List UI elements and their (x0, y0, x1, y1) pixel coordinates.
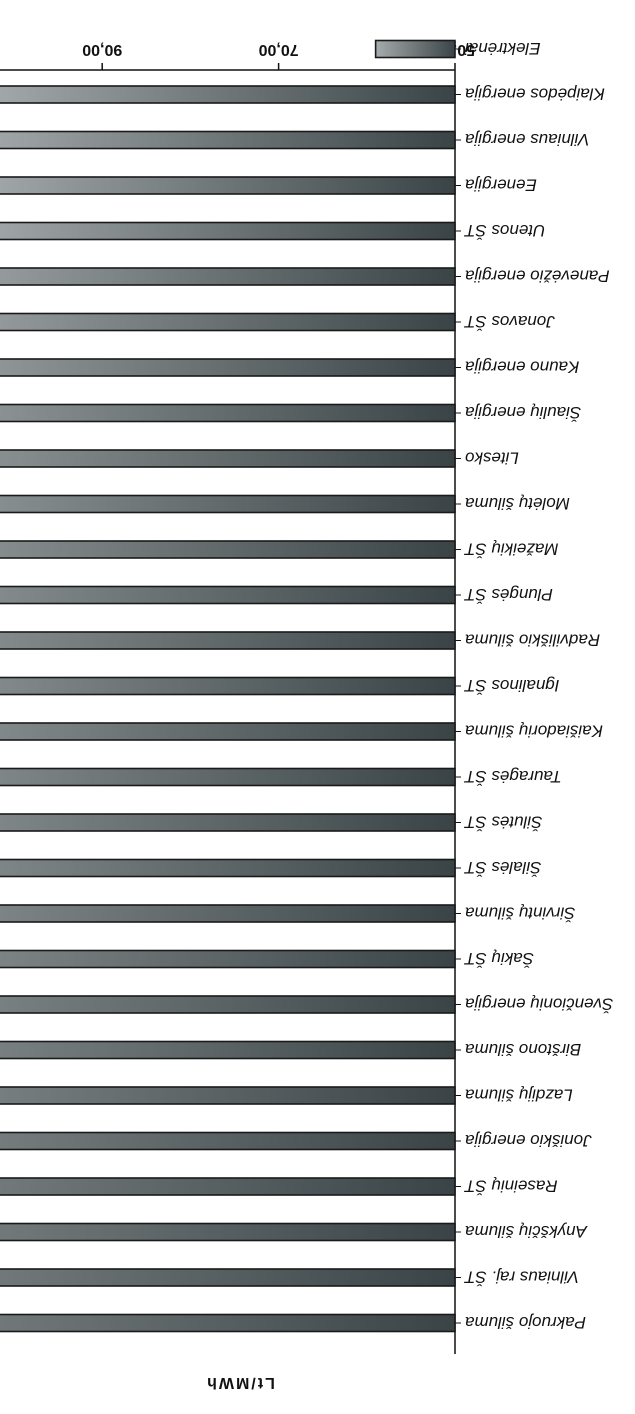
bar (0, 995, 456, 1014)
category-label: Ignalinos ŠT (463, 676, 559, 695)
bar (0, 1131, 456, 1151)
category-label: Kauno energija (465, 358, 579, 377)
bar (0, 858, 456, 878)
bar (0, 1268, 456, 1287)
bar (0, 813, 456, 832)
category-label: Šilutės ŠT (463, 813, 542, 832)
category-label: Litesko (465, 449, 519, 468)
category-label: Šilalės ŠT (463, 858, 541, 877)
bar (0, 221, 456, 241)
category-label: Eenergija (465, 176, 537, 195)
category-label: Pakruojo šiluma (465, 1313, 586, 1332)
bar (0, 1086, 456, 1105)
bar (0, 767, 456, 787)
category-label: Vilniaus energija (465, 130, 589, 149)
category-label: Vilniaus raj. ŠT (463, 1268, 579, 1287)
category-label: Lazdijų šiluma (465, 1086, 573, 1105)
bar (0, 1222, 456, 1242)
category-label: Raseinių ŠT (463, 1177, 557, 1196)
bar (0, 130, 456, 150)
category-label: Plungės ŠT (463, 585, 552, 604)
category-label: Jonavos ŠT (463, 312, 555, 331)
bar (0, 176, 456, 195)
plot-area: 50,0070,0090,00110,00130,00150,00170,00E… (0, 39, 613, 1354)
bar (0, 949, 456, 969)
bar (0, 449, 456, 468)
bar (0, 267, 456, 286)
bar (0, 85, 456, 104)
bar (0, 1177, 456, 1196)
bar (0, 631, 456, 650)
bar (0, 540, 456, 559)
category-label: Anykščių šiluma (465, 1222, 588, 1241)
category-label: Utenos ŠT (463, 221, 545, 240)
category-label: Kaišiadorių šiluma (465, 722, 603, 741)
y-axis-label: Lt/MWh (205, 1374, 275, 1391)
category-label: Švenčionių energija (465, 995, 613, 1014)
category-label: Šakių ŠT (463, 949, 534, 968)
bar (0, 358, 456, 377)
category-label: Širvintų šiluma (465, 904, 576, 923)
bar (0, 904, 456, 923)
bar (374, 39, 456, 59)
category-label: Tauragės ŠT (463, 767, 561, 786)
category-label: Molėtų šiluma (465, 494, 570, 513)
category-label: Elektrėnai (464, 39, 541, 58)
bar (0, 676, 456, 696)
x-tick-label: 90,00 (82, 41, 122, 58)
bar (0, 585, 456, 605)
category-label: Panevėžio energija (465, 267, 610, 286)
bar (0, 1313, 456, 1333)
category-label: Šiaulių energija (465, 403, 581, 422)
bar (0, 1040, 456, 1060)
bar (0, 403, 456, 423)
category-label: Radviliškio šiluma (465, 631, 600, 650)
x-tick-label: 70,00 (258, 41, 298, 58)
bar (0, 722, 456, 741)
bar (0, 312, 456, 332)
category-label: Klaipėdos energija (465, 85, 605, 104)
bar (0, 494, 456, 514)
category-label: Mažeikių ŠT (463, 540, 558, 559)
category-label: Joniškio energija (465, 1131, 593, 1150)
category-label: Birštono šiluma (465, 1040, 581, 1059)
